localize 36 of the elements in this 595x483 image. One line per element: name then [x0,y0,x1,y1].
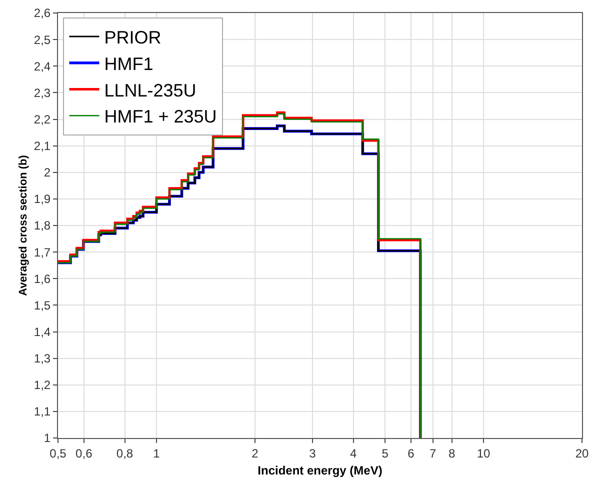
x-axis-title: Incident energy (MeV) [258,463,382,478]
y-tick-label: 1,3 [34,352,51,366]
x-tick-label: 0,5 [50,446,67,460]
x-tick-label: 0,6 [76,446,93,460]
x-tick-label: 8 [448,446,456,460]
legend-label: HMF1 + 235U [104,106,217,127]
y-tick-label: 1,6 [34,272,51,286]
y-tick-label: 1,7 [34,245,51,260]
x-tick-label: 6 [408,446,415,460]
y-tick-label: 1,1 [34,404,51,419]
x-tick-label: 7 [430,446,437,460]
x-tick-label: 10 [476,446,491,460]
y-axis-title: Averaged cross section (b) [18,154,30,296]
x-tick-label: 5 [382,446,389,460]
y-tick-label: 2 [44,166,51,180]
y-tick-label: 2,3 [34,86,51,100]
y-tick-label: 1,5 [34,298,51,312]
x-tick-label: 1 [153,446,160,460]
x-tick-label: 3 [309,446,316,460]
y-tick-label: 2,6 [34,6,51,20]
y-tick-label: 2,1 [34,139,51,154]
y-tick-label: 1 [44,431,51,446]
x-tick-label: 20 [575,446,589,460]
y-tick-label: 1,9 [34,192,51,206]
y-tick-label: 2,5 [34,32,51,47]
y-tick-label: 2,2 [34,112,51,126]
y-tick-label: 1,8 [34,218,51,233]
legend-label: LLNL-235U [104,80,196,100]
y-tick-label: 1,4 [34,324,51,339]
x-tick-label: 0,8 [116,446,134,460]
legend-label: HMF1 [104,54,154,74]
y-tick-label: 2,4 [34,59,51,74]
legend-label: PRIOR [104,27,162,48]
x-tick-label: 4 [350,446,358,460]
y-tick-label: 1,2 [34,378,51,392]
x-tick-label: 2 [252,446,259,460]
